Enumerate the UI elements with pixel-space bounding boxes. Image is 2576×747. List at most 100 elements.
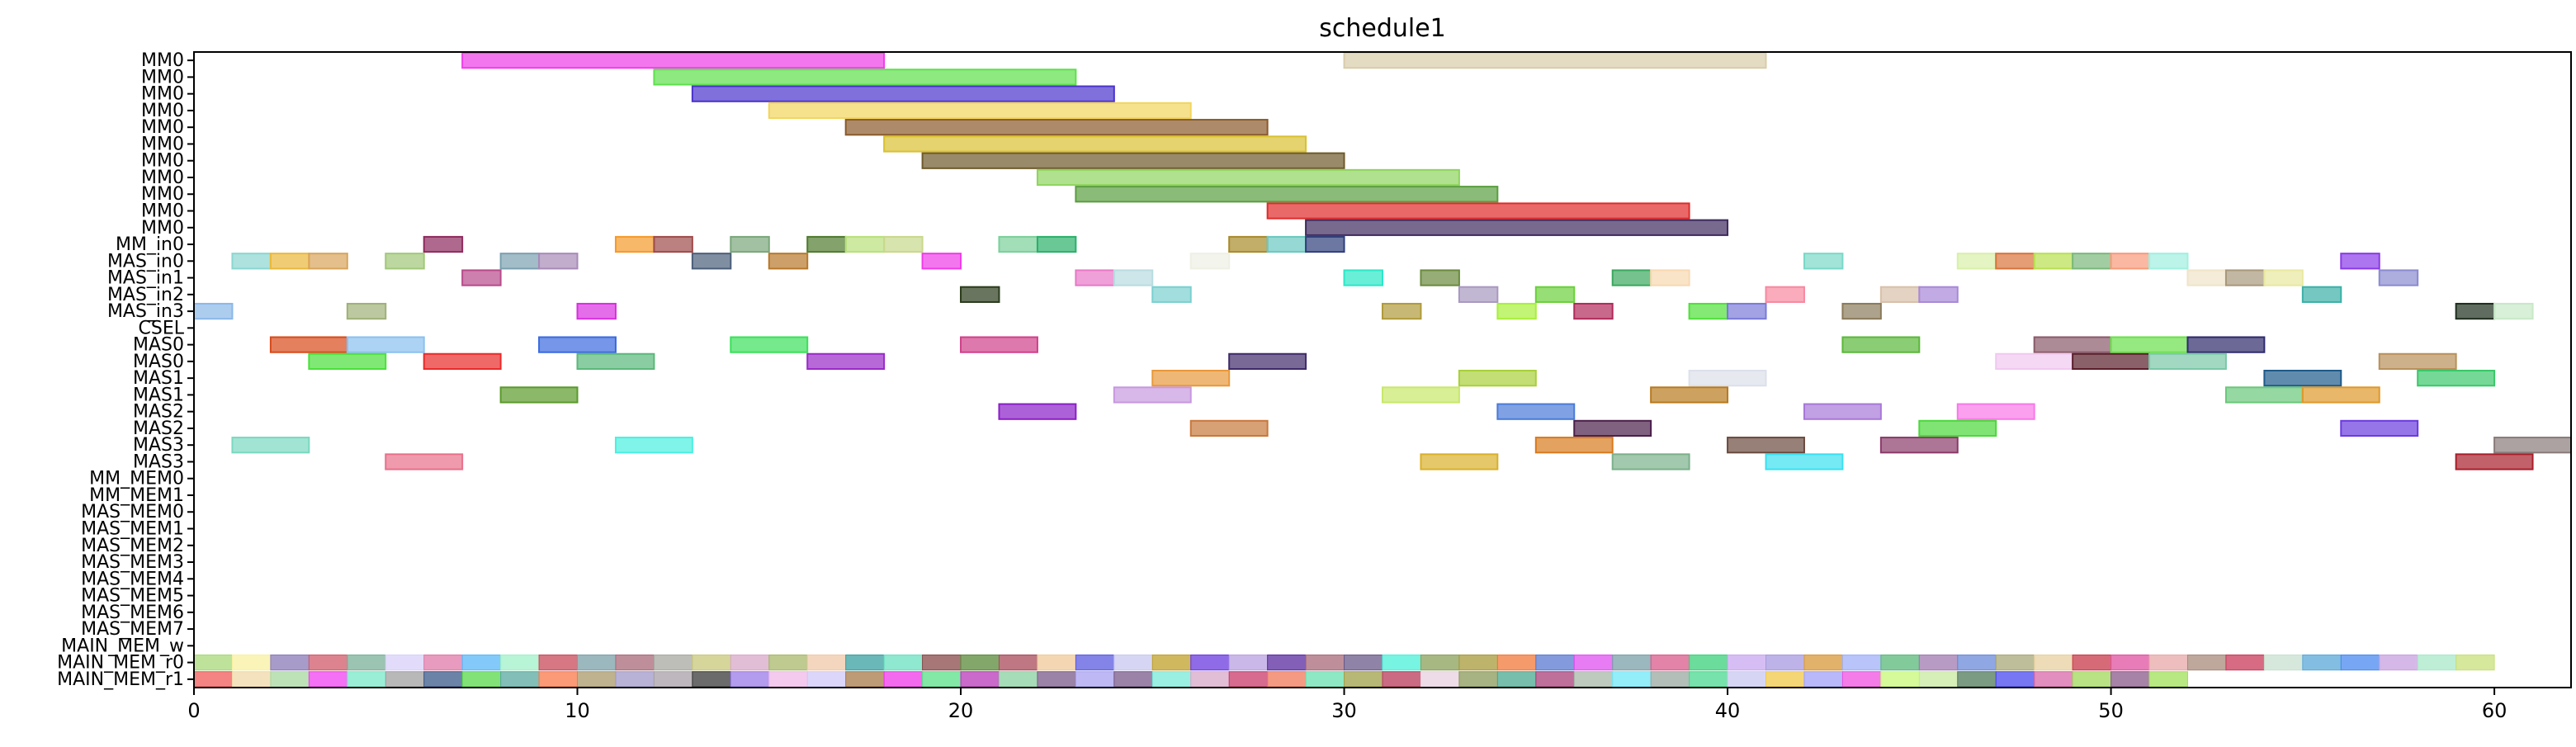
task-bar: [1151, 286, 1192, 303]
task-bar: [691, 253, 732, 270]
task-bar: [1688, 370, 1767, 387]
task-bar: [1075, 186, 1499, 203]
task-bar: [1343, 52, 1767, 69]
task-bar: [2110, 253, 2151, 270]
task-bar: [308, 253, 348, 270]
task-bar: [1995, 253, 2035, 270]
y-tick-label: MAIN_MEM_w: [61, 636, 184, 656]
task-bar: [1765, 453, 1844, 470]
x-tick-label: 10: [565, 699, 590, 722]
memory-bar: [347, 671, 386, 688]
task-bar: [844, 235, 886, 253]
memory-bar: [308, 671, 348, 688]
memory-bar: [1765, 671, 1805, 688]
memory-bar: [1151, 671, 1192, 688]
y-tick-label: MAS2: [133, 402, 184, 423]
memory-bar: [385, 654, 425, 671]
memory-bar: [270, 654, 310, 671]
task-bar: [2378, 352, 2457, 371]
task-bar: [2493, 437, 2572, 454]
task-bar: [2340, 419, 2419, 437]
memory-bar: [922, 671, 962, 688]
memory-bar: [960, 671, 1000, 688]
task-bar: [1266, 235, 1307, 253]
x-tick-label: 30: [1331, 699, 1357, 722]
y-tick-label: MM0: [141, 84, 184, 105]
task-bar: [653, 69, 1077, 86]
memory-bar: [193, 654, 233, 671]
task-bar: [1496, 403, 1576, 420]
y-tick-label: MAS3: [133, 452, 184, 472]
task-bar: [2186, 269, 2227, 286]
task-bar: [1650, 386, 1729, 404]
task-bar: [2072, 352, 2151, 371]
task-bar: [1995, 352, 2074, 371]
y-tick-label: MAS0: [133, 335, 184, 356]
memory-bar: [461, 654, 502, 671]
task-bar: [1611, 269, 1652, 286]
memory-bars-layer: [193, 654, 2495, 688]
task-bar: [2378, 269, 2419, 286]
plot-frame: [193, 51, 2572, 688]
task-bar: [730, 235, 770, 253]
memory-bar: [653, 671, 693, 688]
memory-bar: [1650, 654, 1690, 671]
memory-bar: [768, 654, 808, 671]
task-bar: [730, 336, 809, 353]
task-bar: [2263, 269, 2304, 286]
task-bar: [653, 235, 693, 253]
memory-bar: [1496, 671, 1537, 688]
memory-bar: [2340, 654, 2380, 671]
task-bar: [921, 152, 1345, 169]
task-bar: [2186, 336, 2266, 353]
memory-bar: [1151, 654, 1192, 671]
x-tick-label: 40: [1715, 699, 1741, 722]
memory-bar: [2302, 654, 2342, 671]
memory-bar: [845, 654, 885, 671]
task-bar: [998, 403, 1077, 420]
memory-bar: [883, 654, 924, 671]
memory-bar: [1267, 671, 1307, 688]
memory-bar: [922, 654, 962, 671]
memory-bar: [308, 654, 348, 671]
task-bar: [2263, 370, 2342, 387]
memory-bar: [231, 671, 272, 688]
y-tick-label: MAS_MEM1: [81, 519, 184, 540]
memory-bar: [2225, 654, 2265, 671]
task-bar: [806, 235, 847, 253]
task-bar: [1305, 235, 1345, 253]
x-tick-label: 60: [2482, 699, 2507, 722]
memory-bar: [1037, 671, 1076, 688]
task-bar: [1113, 386, 1192, 404]
y-tick-label: MAS_in0: [107, 251, 184, 272]
y-tick-label: MM_in0: [116, 234, 184, 255]
y-tick-label: MM0: [141, 67, 184, 87]
task-bar: [2417, 370, 2496, 387]
memory-bar: [998, 671, 1038, 688]
y-tick-label: MM0: [141, 134, 184, 154]
memory-bar: [1995, 654, 2035, 671]
task-bar: [883, 135, 1307, 153]
memory-bar: [1420, 654, 1460, 671]
task-bar: [960, 336, 1038, 353]
task-bar: [1727, 437, 1805, 454]
y-tick-label: MAS_in2: [107, 285, 184, 305]
task-bar: [614, 235, 655, 253]
memory-bar: [692, 654, 731, 671]
task-bar: [1688, 302, 1729, 320]
task-bar: [1036, 235, 1077, 253]
memory-bar: [1535, 671, 1575, 688]
memory-bar: [615, 671, 655, 688]
y-tick-label: MAS_MEM2: [81, 536, 184, 556]
y-tick-label: MM0: [141, 218, 184, 239]
task-bar: [346, 302, 387, 320]
task-bar: [768, 253, 809, 270]
task-bar: [423, 352, 502, 371]
task-bar: [768, 102, 1192, 120]
y-tick-label: MM0: [141, 168, 184, 188]
task-bar: [2455, 302, 2496, 320]
memory-bar: [1075, 654, 1115, 671]
memory-bar: [1650, 671, 1690, 688]
y-tick-label: MM0: [141, 151, 184, 172]
task-bar: [2148, 352, 2227, 371]
